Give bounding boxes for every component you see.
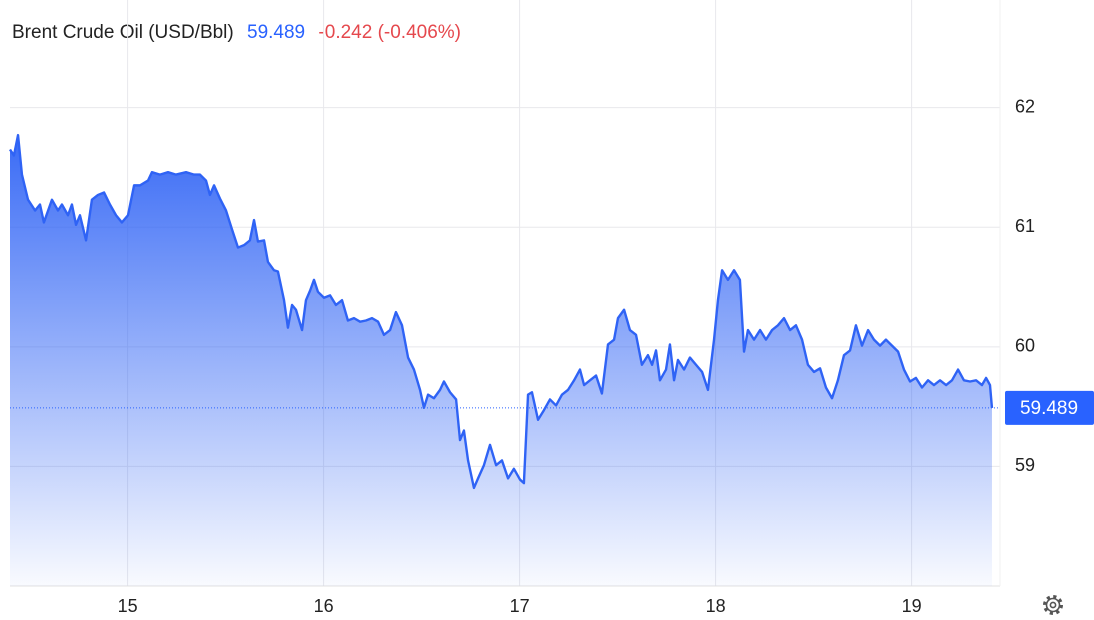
y-tick-label: 60 xyxy=(1015,336,1035,356)
last-price-tag xyxy=(1005,390,1094,425)
y-tick-label: 59 xyxy=(1015,455,1035,475)
y-tick-label: 61 xyxy=(1015,216,1035,236)
area-fill xyxy=(10,135,992,586)
x-tick-label: 18 xyxy=(706,596,726,616)
settings-icon[interactable] xyxy=(1043,595,1063,615)
last-price: 59.489 xyxy=(247,22,306,43)
price-line xyxy=(8,133,994,490)
last-price-label: 59.489 xyxy=(1020,398,1078,419)
chart-title: Brent Crude Oil (USD/Bbl) xyxy=(12,22,234,43)
x-tick-label: 19 xyxy=(902,596,922,616)
chart-header: Brent Crude Oil (USD/Bbl) 59.489 -0.242 … xyxy=(12,22,469,44)
price-change: -0.242 (-0.406%) xyxy=(318,22,461,43)
y-tick-label: 62 xyxy=(1015,96,1035,116)
x-tick-label: 16 xyxy=(314,596,334,616)
x-tick-label: 15 xyxy=(118,596,138,616)
x-tick-label: 17 xyxy=(510,596,530,616)
